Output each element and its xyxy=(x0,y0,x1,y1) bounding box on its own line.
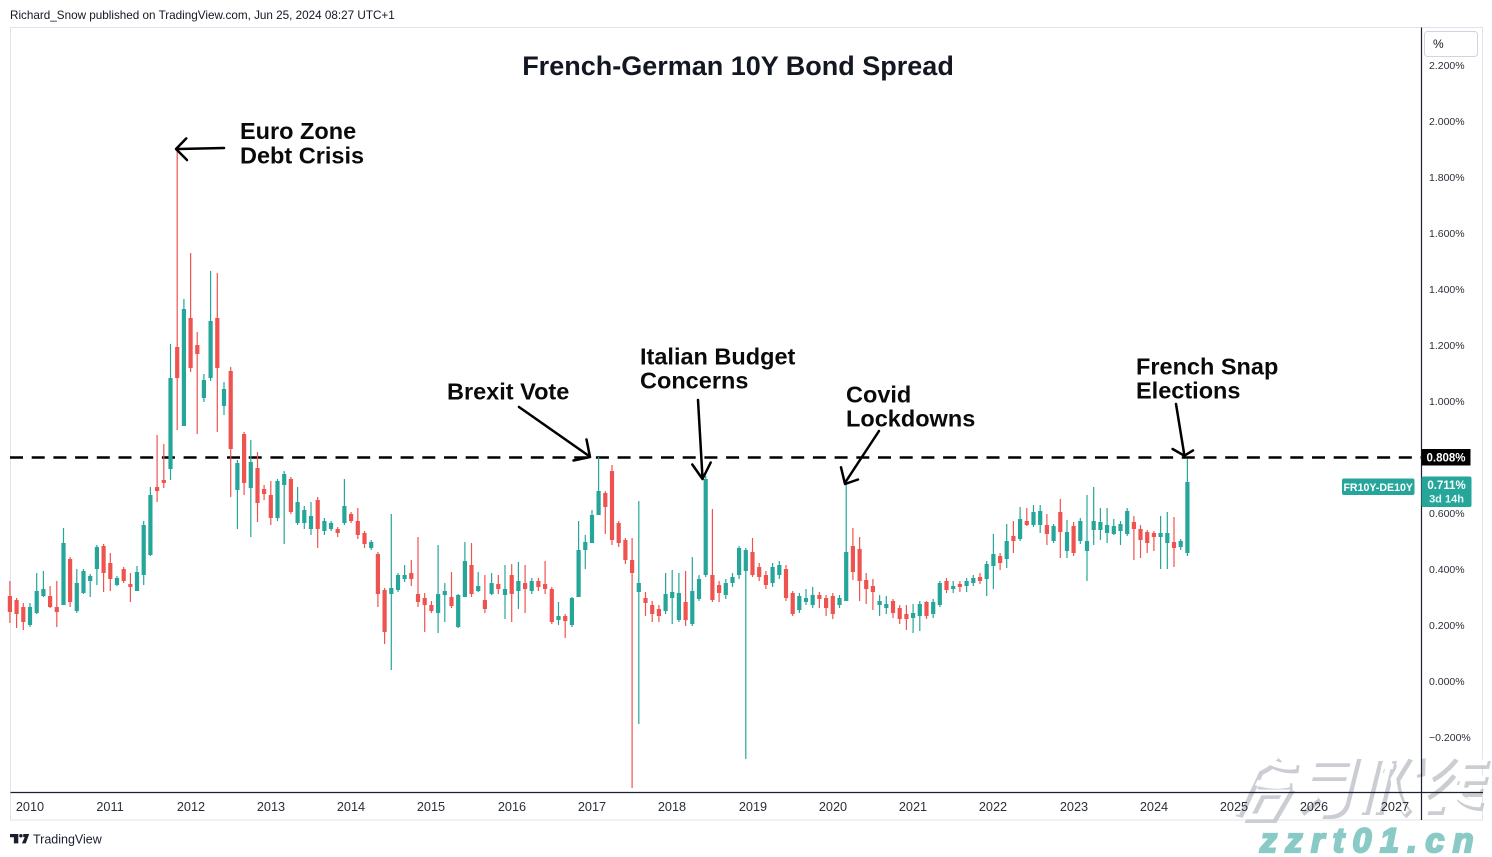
svg-text:0.711%: 0.711% xyxy=(1427,480,1465,492)
svg-text:2016: 2016 xyxy=(498,800,526,814)
svg-text:2022: 2022 xyxy=(979,800,1007,814)
svg-text:1.600%: 1.600% xyxy=(1429,228,1465,240)
svg-text:TradingView: TradingView xyxy=(33,833,103,847)
svg-text:3d 14h: 3d 14h xyxy=(1429,494,1464,506)
svg-text:Euro Zone: Euro Zone xyxy=(240,118,356,144)
svg-text:1.200%: 1.200% xyxy=(1429,340,1465,352)
svg-text:Elections: Elections xyxy=(1136,378,1240,404)
svg-text:2.200%: 2.200% xyxy=(1429,60,1465,72)
svg-text:0.000%: 0.000% xyxy=(1429,676,1465,688)
svg-text:Debt Crisis: Debt Crisis xyxy=(240,143,364,169)
svg-text:2026: 2026 xyxy=(1300,800,1328,814)
svg-text:Concerns: Concerns xyxy=(640,368,748,394)
svg-text:Brexit Vote: Brexit Vote xyxy=(447,379,569,405)
svg-text:Richard_Snow published on Trad: Richard_Snow published on TradingView.co… xyxy=(10,9,395,22)
svg-text:2012: 2012 xyxy=(177,800,205,814)
svg-text:2024: 2024 xyxy=(1140,800,1168,814)
svg-text:Lockdowns: Lockdowns xyxy=(846,406,975,432)
svg-text:1.800%: 1.800% xyxy=(1429,172,1465,184)
svg-text:French Snap: French Snap xyxy=(1136,354,1278,380)
svg-text:2011: 2011 xyxy=(96,800,123,814)
svg-text:French-German 10Y Bond Spread: French-German 10Y Bond Spread xyxy=(522,51,954,81)
svg-text:zzrt01.cn: zzrt01.cn xyxy=(1259,822,1482,857)
svg-text:2025: 2025 xyxy=(1220,800,1248,814)
svg-text:−0.200%: −0.200% xyxy=(1429,732,1471,744)
svg-text:Italian Budget: Italian Budget xyxy=(640,344,796,370)
svg-text:0.400%: 0.400% xyxy=(1429,564,1465,576)
svg-text:%: % xyxy=(1433,37,1444,51)
svg-text:2017: 2017 xyxy=(578,800,606,814)
svg-text:Covid: Covid xyxy=(846,382,911,408)
svg-text:2027: 2027 xyxy=(1381,800,1409,814)
svg-text:2019: 2019 xyxy=(739,800,767,814)
svg-text:2014: 2014 xyxy=(337,800,365,814)
svg-text:2015: 2015 xyxy=(417,800,445,814)
svg-text:2.000%: 2.000% xyxy=(1429,116,1465,128)
svg-text:0.808%: 0.808% xyxy=(1426,453,1465,465)
svg-text:2018: 2018 xyxy=(658,800,686,814)
svg-text:2021: 2021 xyxy=(899,800,927,814)
svg-text:2023: 2023 xyxy=(1060,800,1088,814)
svg-text:0.600%: 0.600% xyxy=(1429,508,1465,520)
svg-text:1.000%: 1.000% xyxy=(1429,396,1465,408)
svg-text:2013: 2013 xyxy=(257,800,285,814)
svg-text:2010: 2010 xyxy=(16,800,44,814)
svg-text:FR10Y-DE10Y: FR10Y-DE10Y xyxy=(1343,482,1412,494)
svg-text:1.400%: 1.400% xyxy=(1429,284,1465,296)
svg-text:2020: 2020 xyxy=(819,800,847,814)
svg-text:0.200%: 0.200% xyxy=(1429,620,1465,632)
